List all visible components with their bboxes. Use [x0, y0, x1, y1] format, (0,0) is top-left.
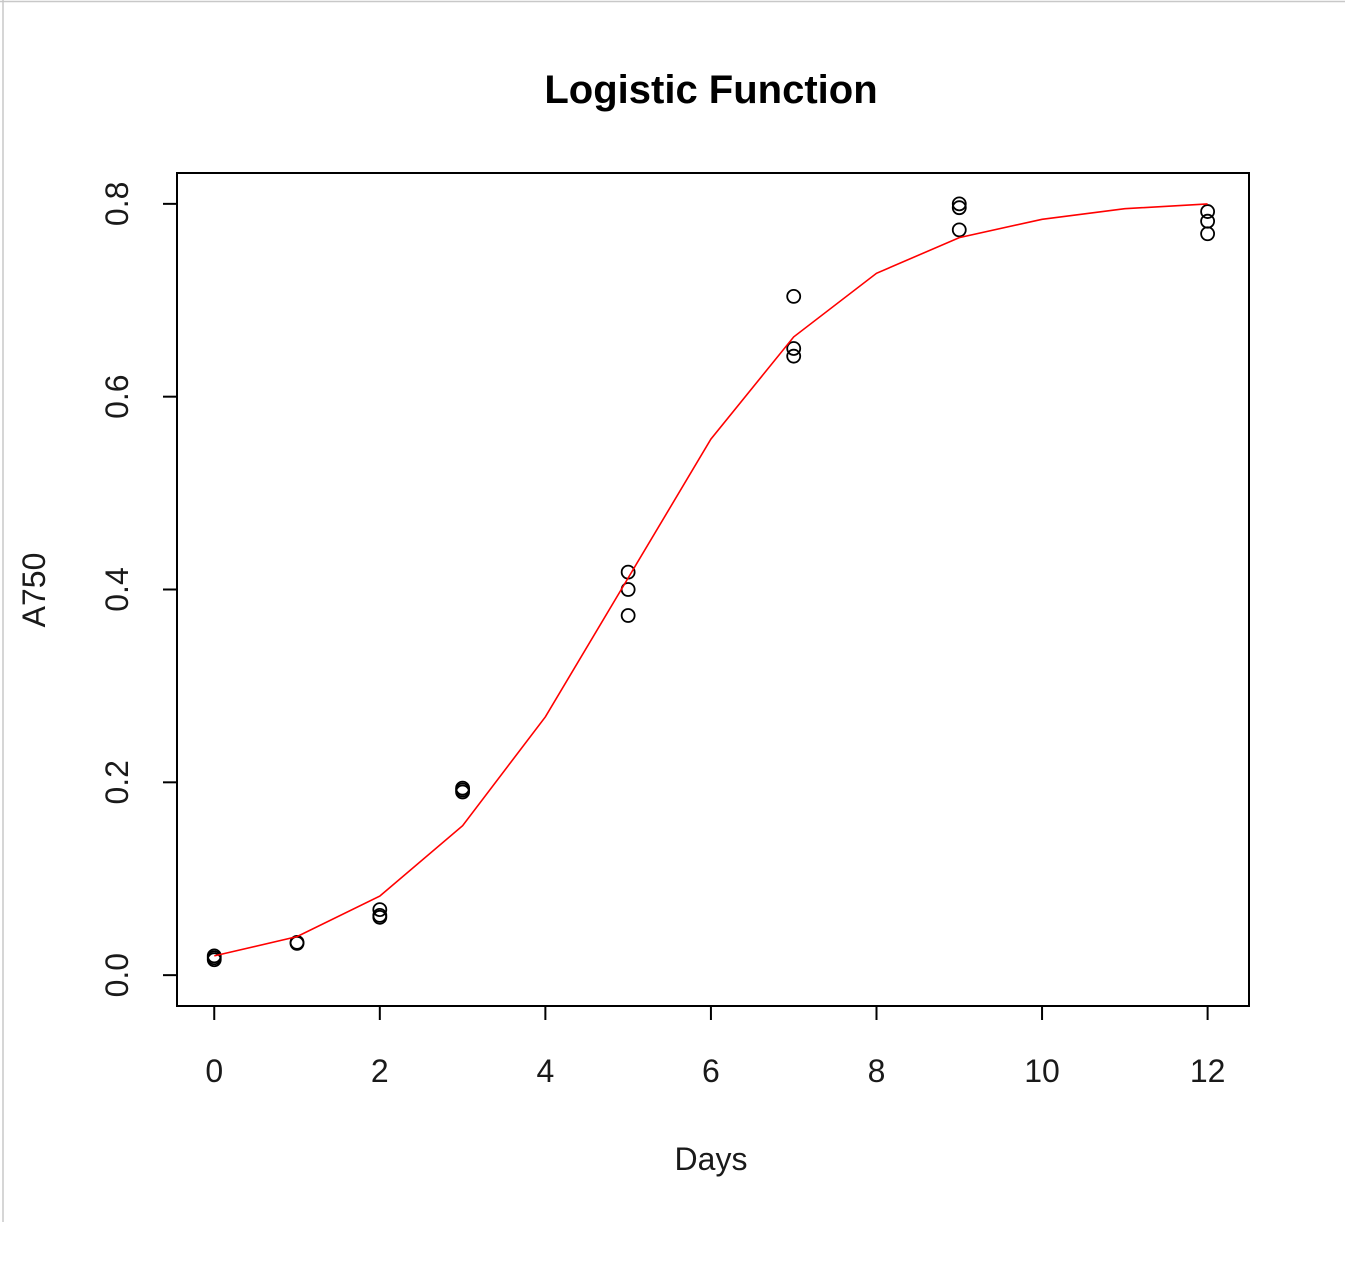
y-tick-label: 0.2 [99, 760, 135, 804]
data-point [786, 348, 802, 364]
x-tick-label: 2 [371, 1053, 389, 1089]
data-point [620, 608, 636, 623]
x-tick-label: 6 [702, 1053, 720, 1089]
data-point [289, 935, 305, 951]
data-point [372, 902, 388, 917]
y-axis: 0.0 0.2 0.4 0.6 0.8 [99, 182, 178, 997]
chart-title: Logistic Function [544, 68, 877, 112]
data-point [786, 341, 802, 356]
data-point [206, 952, 222, 968]
data-point [455, 784, 470, 800]
x-tick-label: 0 [205, 1053, 223, 1089]
y-tick-label: 0.8 [99, 182, 135, 226]
y-tick-label: 0.6 [99, 374, 135, 418]
x-tick-label: 12 [1190, 1053, 1226, 1089]
data-point [951, 196, 967, 212]
data-point [951, 200, 967, 216]
x-tick-label: 10 [1024, 1053, 1060, 1089]
y-axis-label: A750 [16, 553, 52, 628]
data-point [1200, 226, 1216, 242]
data-point [1200, 213, 1216, 229]
y-tick-label: 0.4 [99, 567, 135, 611]
data-point [786, 289, 802, 304]
x-axis-label: Days [675, 1141, 748, 1177]
y-tick-label: 0.0 [99, 953, 135, 997]
x-axis: 0 2 4 6 8 10 12 [205, 1005, 1226, 1089]
series-layer [206, 196, 1216, 968]
data-point [372, 909, 388, 925]
x-tick-label: 4 [536, 1053, 554, 1089]
data-point [1200, 204, 1216, 219]
data-point [951, 222, 967, 238]
plot-frame [176, 172, 1250, 1007]
x-tick-label: 8 [868, 1053, 886, 1089]
fitted-curve-line [214, 203, 1208, 957]
